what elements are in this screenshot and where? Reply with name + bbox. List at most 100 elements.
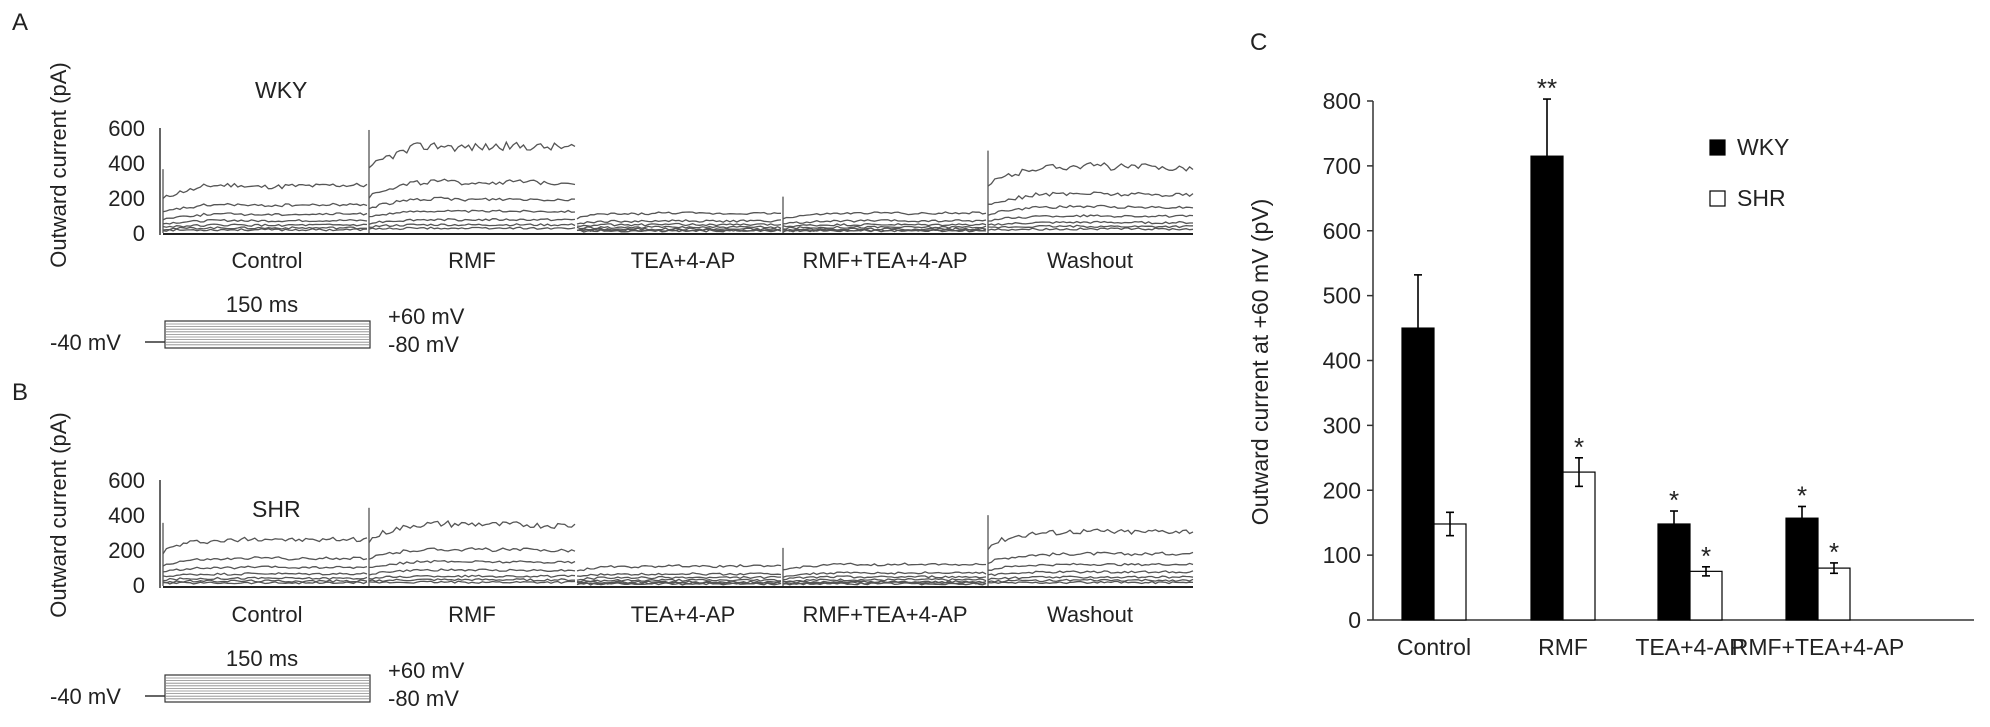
current-trace [987,161,1194,187]
current-trace [782,219,987,225]
current-trace [987,570,1194,577]
bar-chart-x-tick-label: Control [1397,634,1471,660]
bar-chart-y-ticks: 0 100 200 300 400 500 600 700 800 [1323,88,1373,633]
current-trace [368,574,576,580]
current-trace [162,536,368,555]
current-trace [162,581,368,585]
current-trace [162,556,368,567]
bar-chart-y-tick-label: 700 [1323,153,1361,179]
bar-shr-tea-4-ap [1689,570,1723,621]
current-trace [368,209,576,218]
panel-a: A WKY Outward current (pA) 600 400 200 0… [12,9,1194,357]
current-trace [368,223,576,229]
bar-shr-rmf [1562,471,1596,621]
condition-label-a-tea: TEA+4-AP [631,248,736,273]
significance-marker: ** [1537,73,1557,103]
bar-chart-y-tick-label: 300 [1323,412,1361,438]
condition-label-b-control: Control [232,602,303,627]
bar-chart-y-tick-label: 400 [1323,348,1361,374]
condition-label-a-control: Control [232,248,303,273]
legend-swatch-shr [1709,190,1726,207]
current-trace [782,571,987,578]
bar-chart-x-tick-label: RMF [1538,634,1588,660]
protocol-duration-b: 150 ms [226,646,298,671]
legend-swatch-wky [1709,139,1726,156]
bar-chart-y-tick-label: 200 [1323,477,1361,503]
y-tick-label-b-600: 600 [108,468,145,493]
bar-chart-x-tick-label: RMF+TEA+4-AP [1732,634,1905,660]
y-tick-label-a-600: 600 [108,116,145,141]
current-trace [368,580,576,584]
current-trace [782,211,987,220]
legend-label-shr: SHR [1737,185,1786,211]
current-trace [576,582,782,586]
current-trace [987,575,1194,581]
current-trace [987,204,1194,216]
current-trace [987,191,1194,205]
condition-label-b-rmf: RMF [448,602,496,627]
current-trace [987,227,1194,232]
current-trace [987,551,1194,565]
current-trace [576,222,782,227]
voltage-protocol-a: 150 ms -40 mV +60 mV -80 mV [50,292,465,357]
condition-label-b-washout: Washout [1047,602,1133,627]
condition-label-a-rmf-tea: RMF+TEA+4-AP [802,248,967,273]
significance-marker: * [1797,480,1807,510]
significance-marker: * [1701,541,1711,571]
current-trace [369,559,576,569]
current-trace [782,582,987,586]
current-trace [987,224,1194,229]
current-trace [782,229,987,233]
current-trace [576,211,782,220]
y-tick-label-b-400: 400 [108,503,145,528]
current-trace [782,562,987,571]
bar-chart-bars: *** *** * [1401,73,1851,621]
bar-shr-rmf-tea-4-ap [1817,567,1851,621]
current-trace [162,565,368,573]
bar-wky-rmf [1530,155,1564,621]
bar-wky-rmf-tea-4-ap [1785,517,1819,621]
panel-c: C Outward current at +60 mV (pV) 0 100 200… [1247,29,1974,660]
current-trace [162,218,368,225]
bar-wky-tea-4-ap [1657,523,1691,621]
protocol-steps-b [166,677,369,700]
protocol-duration-a: 150 ms [226,292,298,317]
current-trace [162,212,368,221]
panel-letter-a: A [12,9,28,36]
bar-chart-legend: WKY SHR [1709,134,1789,211]
significance-marker: * [1574,432,1584,462]
significance-marker: * [1829,537,1839,567]
current-trace [576,219,782,225]
current-trace [368,218,576,225]
group-label-shr: SHR [252,496,301,522]
bar-chart-y-tick-label: 600 [1323,218,1361,244]
condition-label-b-rmf-tea: RMF+TEA+4-AP [802,602,967,627]
protocol-max-a: +60 mV [388,304,465,329]
current-trace [576,572,782,577]
current-trace [162,182,368,199]
current-trace [368,547,576,560]
bar-chart-y-tick-label: 800 [1323,88,1361,114]
y-axis-title-a: Outward current (pA) [46,62,71,267]
condition-label-b-tea: TEA+4-AP [631,602,736,627]
panel-letter-b: B [12,379,28,406]
current-trace [368,196,576,210]
current-trace [162,202,368,213]
y-tick-label-a-200: 200 [108,186,145,211]
current-trace [576,225,782,230]
current-trace [782,578,987,583]
protocol-max-b: +60 mV [388,658,465,683]
protocol-min-b: -80 mV [388,686,459,711]
protocol-hold-b: -40 mV [50,684,121,709]
condition-label-a-rmf: RMF [448,248,496,273]
panel-b: B SHR Outward current (pA) 600 400 200 0… [12,379,1194,711]
current-trace [987,578,1194,583]
current-trace [368,226,576,231]
group-label-wky: WKY [255,77,307,103]
current-trace [987,220,1193,226]
current-trace [162,576,368,582]
protocol-min-a: -80 mV [388,332,459,357]
bar-chart-y-axis-title: Outward current at +60 mV (pV) [1247,199,1273,526]
current-trace [576,575,781,581]
current-trace [368,578,575,583]
